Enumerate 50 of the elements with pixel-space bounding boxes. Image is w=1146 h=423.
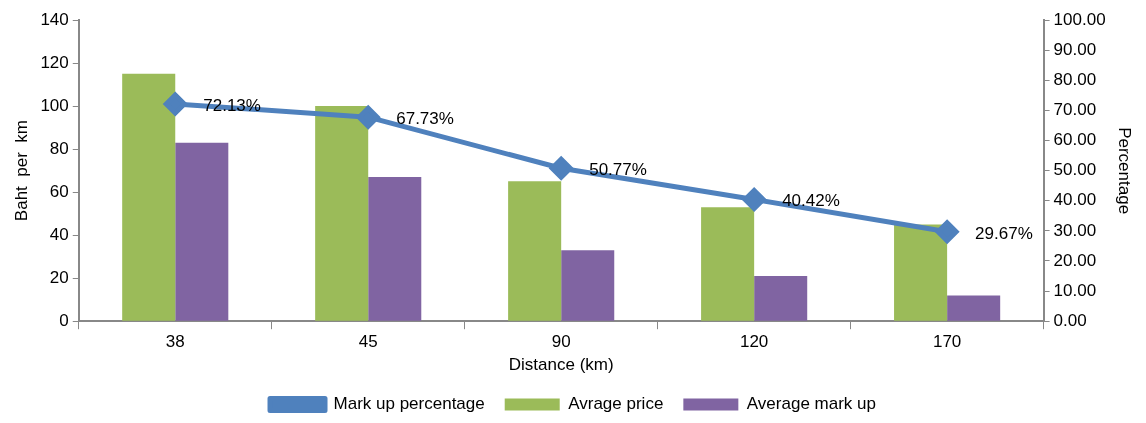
data-label: 40.42% xyxy=(782,191,840,211)
bar xyxy=(947,295,1001,321)
data-label: 50.77% xyxy=(589,159,647,179)
x-tick-label: 38 xyxy=(165,332,185,352)
x-axis-title: Distance (km) xyxy=(508,355,614,375)
bar xyxy=(894,224,948,321)
y2-tick-label: 60.00 xyxy=(1053,130,1097,150)
y2-tick-label: 70.00 xyxy=(1053,100,1097,120)
y2-tick-label: 100.00 xyxy=(1053,9,1106,29)
y-axis-title: Baht per km xyxy=(11,120,31,222)
bar xyxy=(508,181,562,321)
bar xyxy=(754,276,808,321)
y2-tick-label: 20.00 xyxy=(1053,250,1097,270)
bar xyxy=(315,106,369,321)
bar xyxy=(561,250,615,321)
bar xyxy=(701,207,755,321)
point xyxy=(549,156,573,180)
y-tick-label: 80 xyxy=(49,138,69,158)
x-tick-label: 45 xyxy=(358,332,378,352)
y2-tick-label: 90.00 xyxy=(1053,39,1097,59)
legend-label: Average mark up xyxy=(746,394,876,414)
data-label: 67.73% xyxy=(396,108,454,128)
y-tick-label: 0 xyxy=(59,310,69,330)
data-label: 72.13% xyxy=(203,95,261,115)
y-tick-label: 40 xyxy=(49,224,69,244)
y-tick-label: 60 xyxy=(49,181,69,201)
point xyxy=(742,187,766,211)
point xyxy=(935,220,959,244)
y2-tick-label: 0.00 xyxy=(1053,310,1087,330)
bar xyxy=(368,177,422,321)
bar xyxy=(122,73,176,321)
y-tick-label: 100 xyxy=(40,95,69,115)
y-tick-label: 120 xyxy=(40,52,69,72)
y-tick-label: 20 xyxy=(49,267,69,287)
y-tick-label: 140 xyxy=(40,9,69,29)
y2-tick-label: 80.00 xyxy=(1053,69,1097,89)
data-label: 29.67% xyxy=(975,223,1033,243)
y2-tick-label: 50.00 xyxy=(1053,160,1097,180)
y2-tick-label: 30.00 xyxy=(1053,220,1097,240)
point xyxy=(356,105,380,129)
legend-label: Avrage price xyxy=(568,394,664,414)
bar xyxy=(175,142,229,321)
y2-tick-label: 40.00 xyxy=(1053,190,1097,210)
x-tick-label: 90 xyxy=(551,332,571,352)
point xyxy=(163,92,187,116)
y2-axis-title: Percentage xyxy=(1115,127,1135,215)
y2-tick-label: 10.00 xyxy=(1053,280,1097,300)
legend-label: Mark up percentage xyxy=(333,394,485,414)
x-tick-label: 120 xyxy=(739,332,769,352)
x-tick-label: 170 xyxy=(932,332,962,352)
